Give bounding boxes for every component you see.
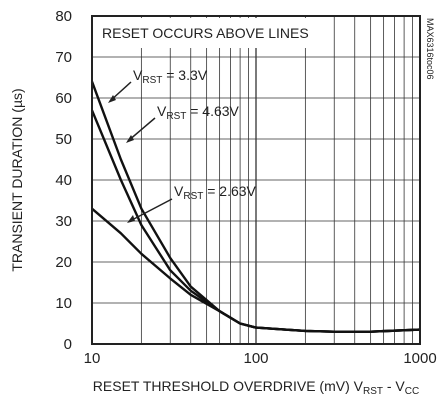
x-tick-label: 10 <box>84 350 101 367</box>
y-tick-labels: 0 10 20 30 40 50 60 70 80 <box>55 8 72 353</box>
grid <box>92 16 420 344</box>
arrow-head <box>127 215 135 223</box>
series-label: VRST = 3.3V <box>133 67 208 86</box>
series-label-2v63: VRST = 2.63V <box>127 183 257 223</box>
y-tick-label: 0 <box>64 336 72 353</box>
arrow-head <box>126 135 134 143</box>
y-tick-label: 10 <box>55 295 72 312</box>
series-label-3v3: VRST = 3.3V <box>108 67 208 103</box>
x-axis-label: RESET THRESHOLD OVERDRIVE (mV) VRST - VC… <box>93 378 419 397</box>
x-tick-label: 1000 <box>403 350 436 367</box>
arrow-head <box>108 95 116 103</box>
x-tick-labels: 10 100 1000 <box>84 350 437 367</box>
series-label-4v63: VRST = 4.63V <box>126 103 240 143</box>
annotation-box <box>94 18 316 48</box>
series-label: VRST = 2.63V <box>174 183 257 202</box>
y-axis-label: TRANSIENT DURATION (µs) <box>9 88 25 271</box>
y-tick-label: 70 <box>55 49 72 66</box>
leader-line <box>127 117 156 142</box>
annotation-text: RESET OCCURS ABOVE LINES <box>102 25 309 41</box>
y-tick-label: 30 <box>55 213 72 230</box>
watermark: MAX6316toc06 <box>425 18 435 80</box>
x-tick-label: 100 <box>243 350 268 367</box>
leader-line <box>129 198 173 222</box>
y-tick-label: 80 <box>55 8 72 25</box>
series-label: VRST = 4.63V <box>157 103 240 122</box>
y-tick-label: 60 <box>55 90 72 107</box>
y-tick-label: 50 <box>55 131 72 148</box>
y-tick-label: 20 <box>55 254 72 271</box>
plot-frame <box>91 15 421 345</box>
y-tick-label: 40 <box>55 172 72 189</box>
series-line-3 <box>91 207 421 333</box>
series-layer <box>90 81 421 333</box>
